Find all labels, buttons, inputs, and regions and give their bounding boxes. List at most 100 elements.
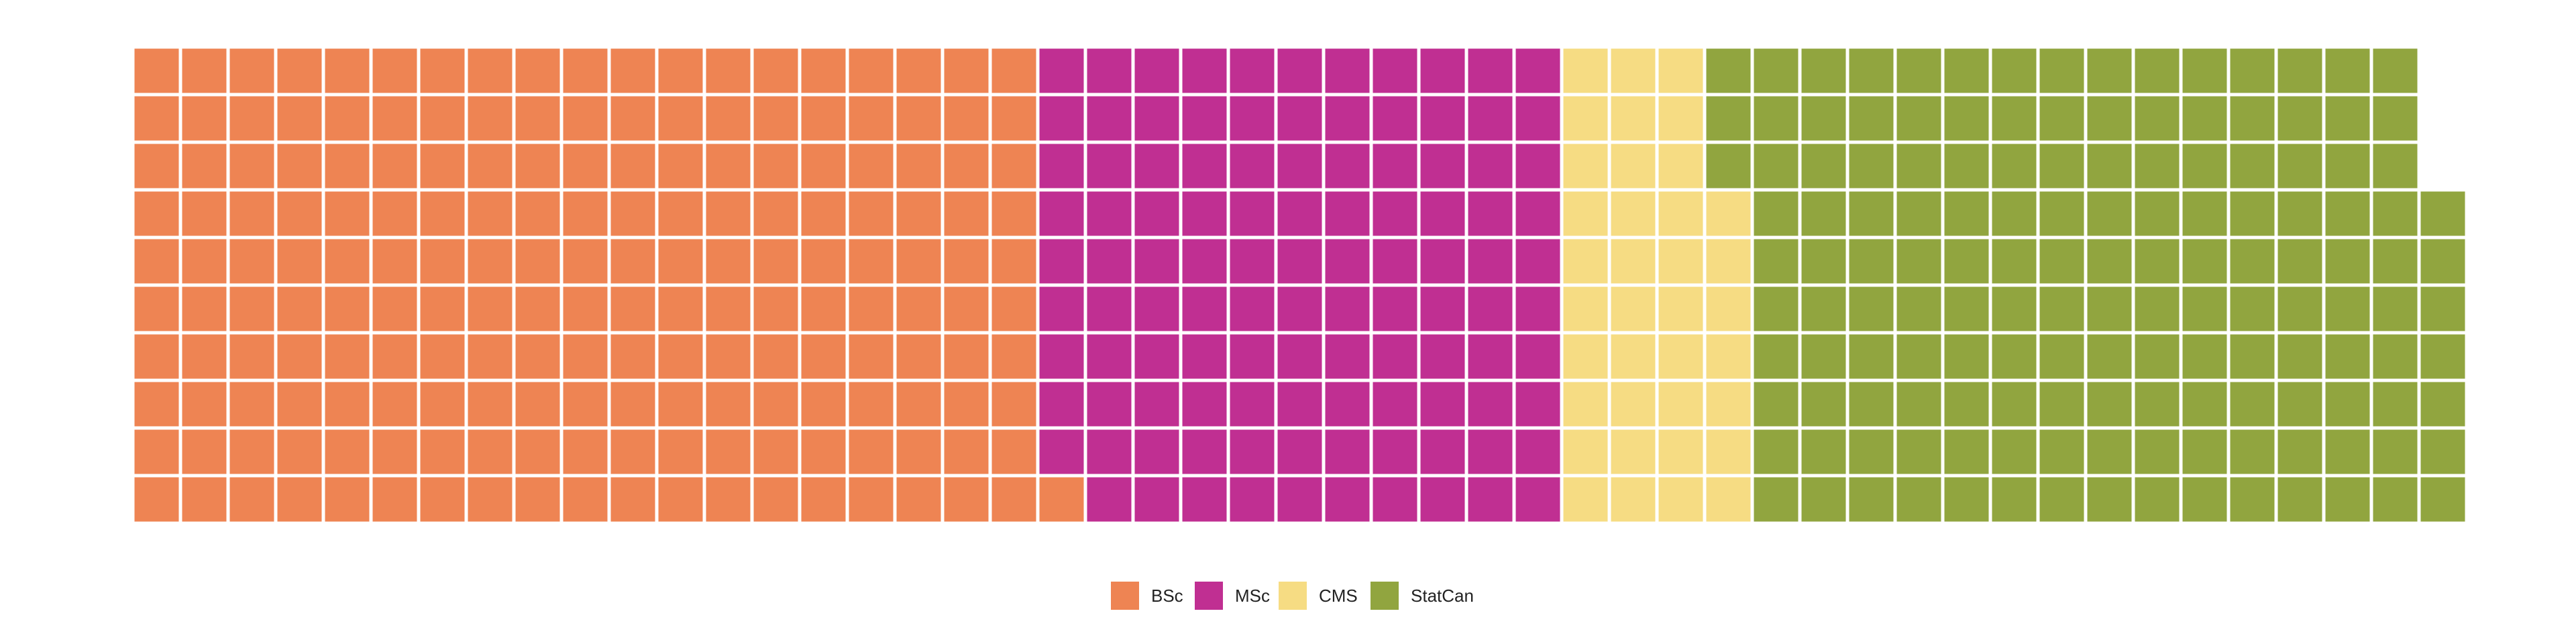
waffle-cell-msc	[1277, 477, 1322, 522]
waffle-cell-bsc	[372, 48, 417, 93]
waffle-cell-statcan	[1754, 429, 1799, 474]
waffle-cell-bsc	[991, 48, 1036, 93]
legend-swatch-msc	[1195, 582, 1223, 610]
waffle-cell-bsc	[896, 48, 941, 93]
waffle-cell-statcan	[1706, 48, 1751, 93]
waffle-cells	[134, 48, 2465, 522]
waffle-cell-statcan	[2373, 477, 2418, 522]
waffle-cell-msc	[1373, 286, 1417, 331]
waffle-cell-bsc	[610, 96, 655, 141]
waffle-cell-bsc	[515, 477, 560, 522]
waffle-cell-bsc	[468, 334, 513, 379]
waffle-cell-statcan	[2230, 96, 2275, 141]
waffle-cell-statcan	[2182, 334, 2227, 379]
waffle-cell-bsc	[563, 48, 608, 93]
waffle-cell-bsc	[706, 96, 751, 141]
waffle-cell-statcan	[1801, 144, 1846, 189]
waffle-cell-msc	[1230, 239, 1275, 284]
waffle-cell-msc	[1325, 382, 1370, 427]
waffle-cell-msc	[1230, 48, 1275, 93]
waffle-cell-msc	[1039, 239, 1084, 284]
waffle-cell-statcan	[2182, 144, 2227, 189]
waffle-cell-msc	[1373, 334, 1417, 379]
waffle-cell-msc	[1515, 382, 1560, 427]
waffle-cell-bsc	[896, 96, 941, 141]
waffle-cell-bsc	[229, 382, 274, 427]
waffle-cell-bsc	[182, 429, 227, 474]
waffle-cell-statcan	[1754, 48, 1799, 93]
waffle-cell-bsc	[849, 48, 894, 93]
waffle-cell-msc	[1325, 96, 1370, 141]
waffle-cell-bsc	[277, 96, 322, 141]
waffle-cell-statcan	[2230, 48, 2275, 93]
waffle-cell-bsc	[1039, 477, 1084, 522]
waffle-cell-msc	[1325, 239, 1370, 284]
waffle-cell-msc	[1230, 286, 1275, 331]
waffle-cell-statcan	[2135, 334, 2180, 379]
waffle-cell-bsc	[277, 239, 322, 284]
waffle-cell-statcan	[1896, 239, 1941, 284]
waffle-cell-statcan	[2182, 286, 2227, 331]
waffle-cell-bsc	[134, 429, 179, 474]
waffle-cell-msc	[1134, 48, 1179, 93]
waffle-cell-bsc	[658, 239, 703, 284]
waffle-cell-bsc	[753, 96, 798, 141]
waffle-cell-statcan	[2230, 239, 2275, 284]
waffle-cell-msc	[1325, 286, 1370, 331]
waffle-cell-bsc	[706, 286, 751, 331]
waffle-cell-statcan	[2373, 48, 2418, 93]
waffle-cell-bsc	[801, 286, 846, 331]
waffle-cell-statcan	[1896, 96, 1941, 141]
waffle-cell-cms	[1658, 334, 1703, 379]
waffle-cell-bsc	[849, 286, 894, 331]
waffle-cell-bsc	[420, 382, 465, 427]
waffle-cell-statcan	[2039, 239, 2084, 284]
waffle-cell-bsc	[182, 286, 227, 331]
waffle-cell-bsc	[753, 48, 798, 93]
waffle-cell-msc	[1515, 334, 1560, 379]
legend-item-bsc: BSc	[1111, 582, 1183, 610]
waffle-cell-bsc	[849, 239, 894, 284]
waffle-cell-bsc	[372, 429, 417, 474]
waffle-cell-bsc	[563, 334, 608, 379]
waffle-cell-bsc	[229, 144, 274, 189]
waffle-cell-statcan	[2039, 48, 2084, 93]
waffle-cell-bsc	[801, 382, 846, 427]
waffle-cell-bsc	[468, 48, 513, 93]
waffle-cell-cms	[1658, 382, 1703, 427]
waffle-cell-cms	[1563, 286, 1608, 331]
waffle-cell-cms	[1563, 144, 1608, 189]
waffle-cell-msc	[1230, 96, 1275, 141]
waffle-cell-bsc	[706, 382, 751, 427]
waffle-cell-bsc	[515, 96, 560, 141]
waffle-cell-bsc	[753, 382, 798, 427]
waffle-cell-bsc	[325, 286, 370, 331]
waffle-cell-statcan	[1754, 286, 1799, 331]
waffle-cell-msc	[1373, 144, 1417, 189]
waffle-cell-msc	[1230, 191, 1275, 236]
waffle-cell-msc	[1182, 191, 1227, 236]
waffle-cell-bsc	[515, 286, 560, 331]
waffle-cell-bsc	[372, 382, 417, 427]
waffle-cell-statcan	[2087, 477, 2132, 522]
waffle-cell-msc	[1515, 286, 1560, 331]
waffle-cell-statcan	[1992, 239, 2037, 284]
waffle-cell-bsc	[229, 334, 274, 379]
waffle-cell-bsc	[658, 48, 703, 93]
waffle-cell-msc	[1325, 477, 1370, 522]
waffle-cell-bsc	[896, 191, 941, 236]
waffle-cell-bsc	[182, 382, 227, 427]
waffle-cell-statcan	[1944, 96, 1989, 141]
waffle-cell-statcan	[2373, 144, 2418, 189]
waffle-cell-bsc	[753, 477, 798, 522]
waffle-cell-bsc	[325, 144, 370, 189]
waffle-cell-statcan	[2182, 477, 2227, 522]
waffle-cell-bsc	[277, 382, 322, 427]
waffle-cell-statcan	[2325, 191, 2370, 236]
waffle-cell-statcan	[1754, 96, 1799, 141]
waffle-cell-msc	[1515, 191, 1560, 236]
waffle-cell-msc	[1230, 334, 1275, 379]
waffle-cell-bsc	[468, 477, 513, 522]
waffle-cell-bsc	[563, 429, 608, 474]
waffle-cell-statcan	[2420, 382, 2465, 427]
